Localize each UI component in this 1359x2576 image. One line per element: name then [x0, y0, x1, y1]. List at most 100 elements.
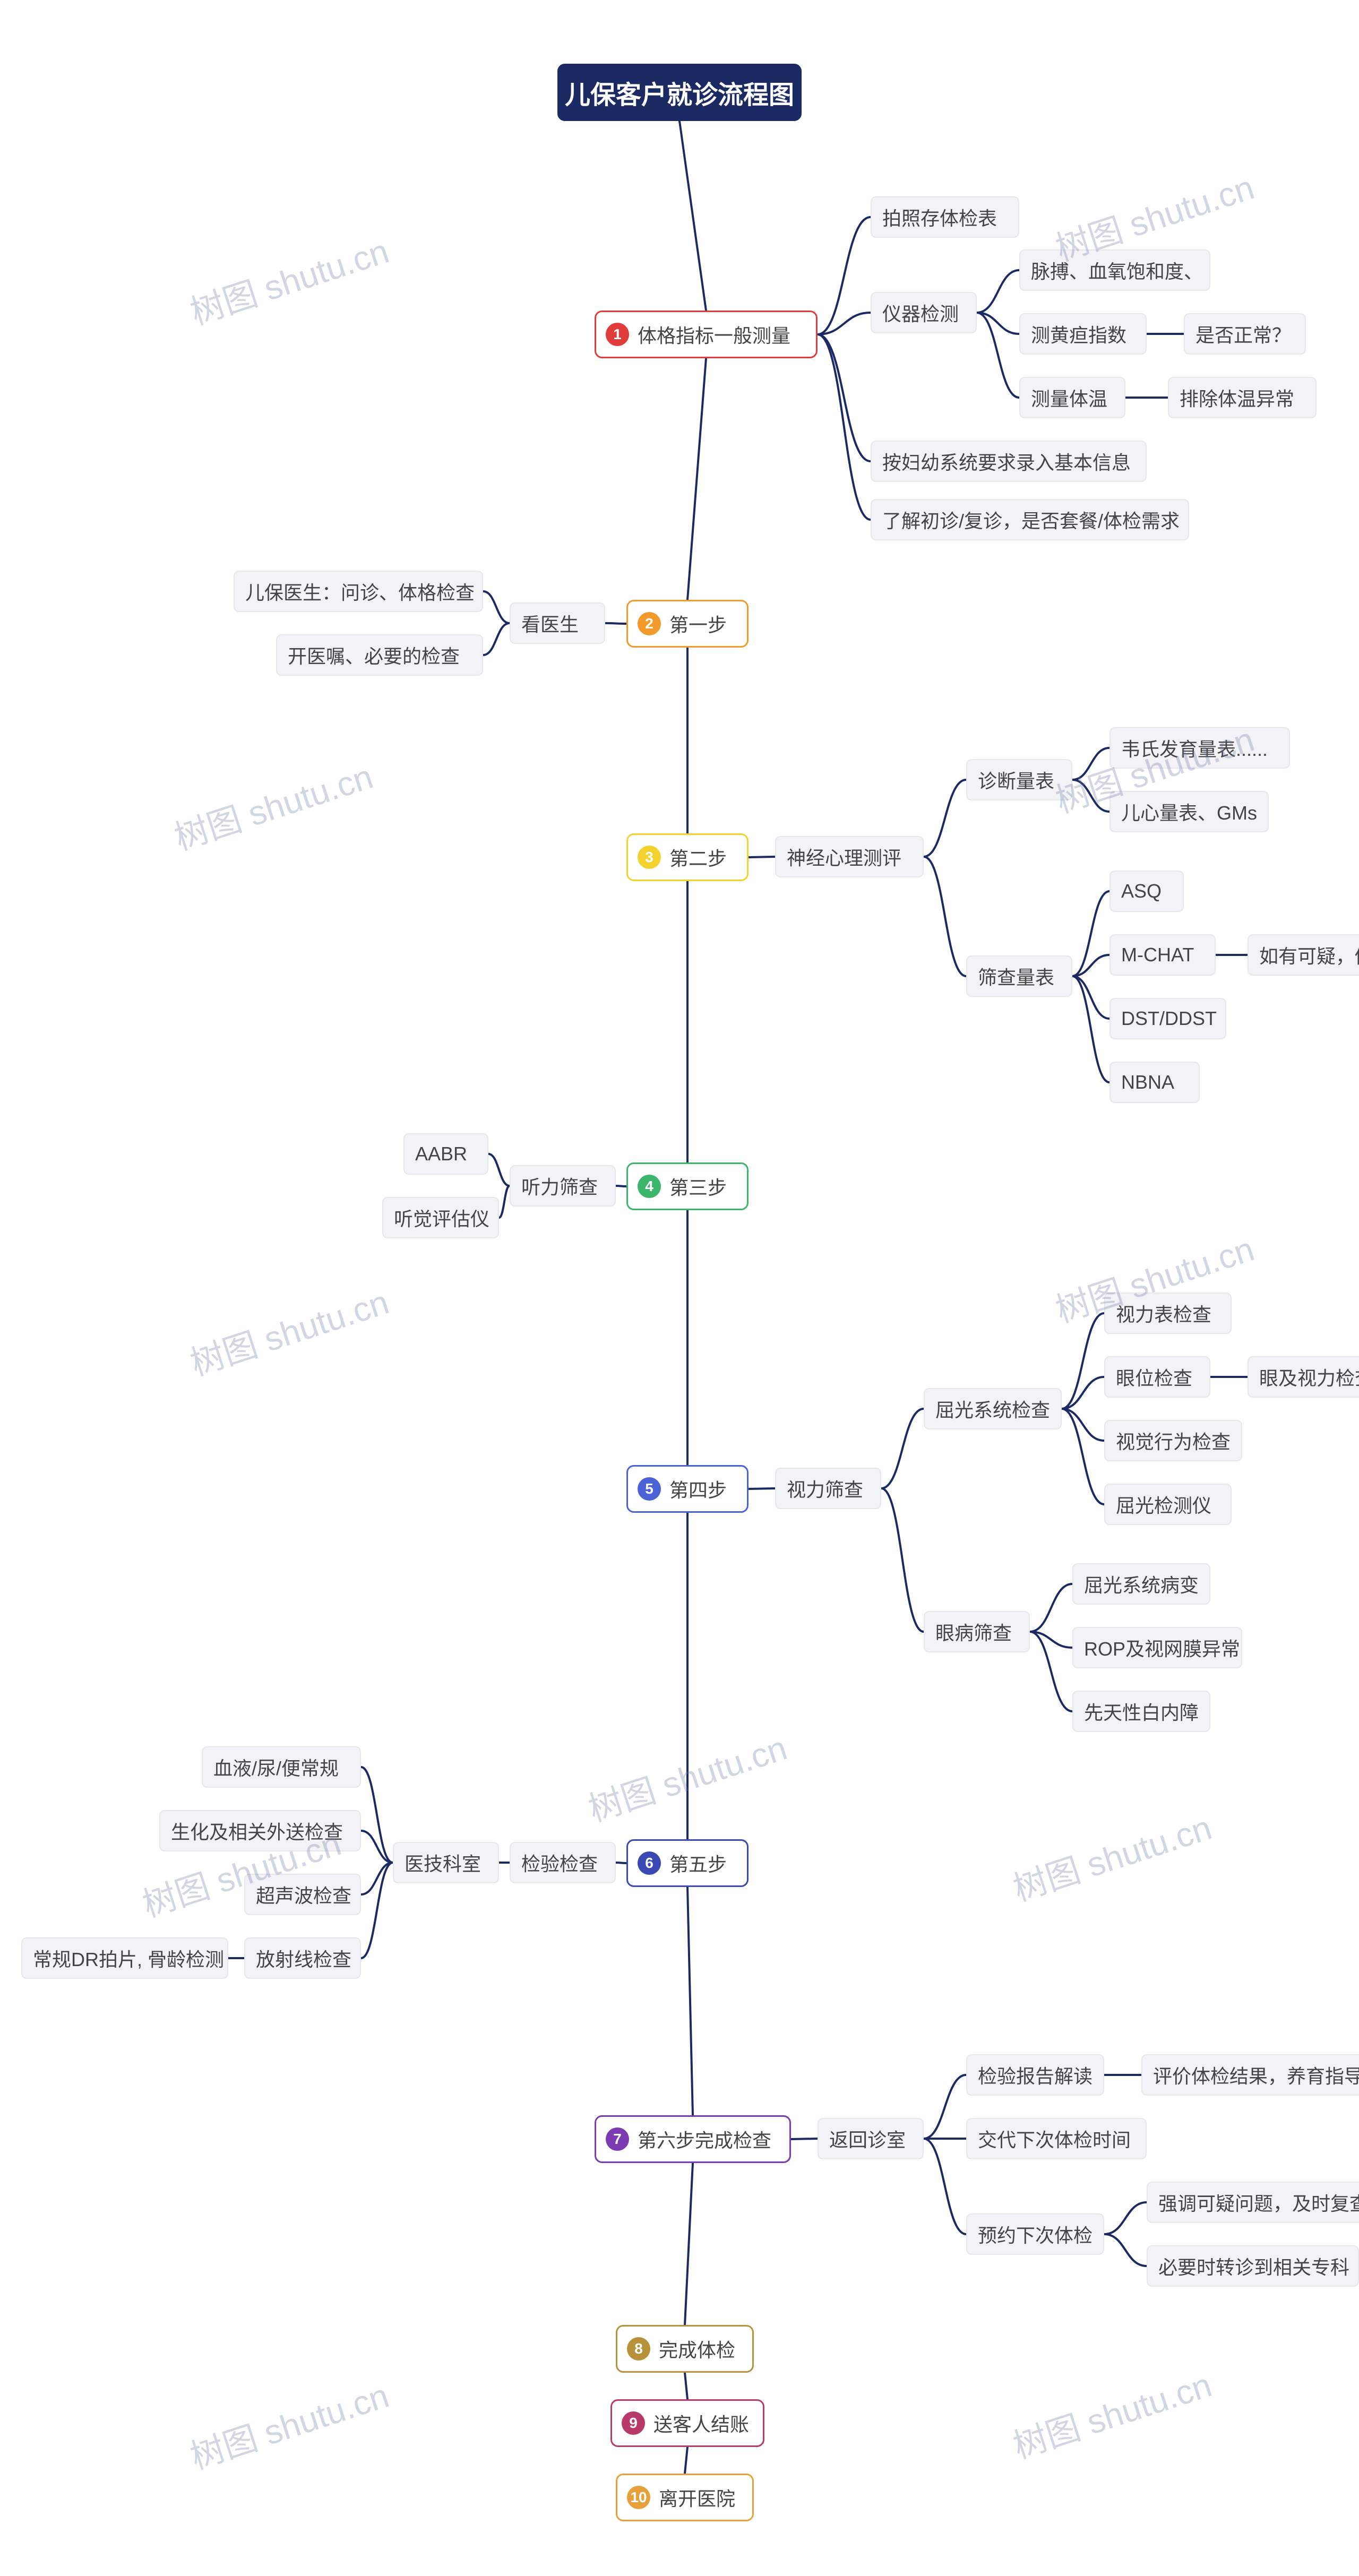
- node-s7a3: 预约下次体检: [966, 2213, 1104, 2255]
- node-s3a1a: 韦氏发育量表......: [1109, 727, 1290, 769]
- step-node-10: 10 离开医院: [616, 2474, 754, 2521]
- node-s5a2a: 屈光系统病变: [1072, 1563, 1210, 1605]
- node-label: M-CHAT: [1121, 944, 1194, 966]
- node-label: 放射线检查: [256, 1944, 351, 1972]
- node-label: 交代下次体检时间: [978, 2125, 1131, 2152]
- step-node-5: 5 第四步: [626, 1465, 749, 1513]
- node-s1b2: 测黄疸指数: [1019, 313, 1147, 355]
- node-s6a1d1: 常规DR拍片, 骨龄检测: [21, 1937, 228, 1979]
- node-s3a2a: ASQ: [1109, 871, 1184, 912]
- step-badge: 6: [638, 1851, 661, 1875]
- node-label: 仪器检测: [882, 299, 959, 326]
- node-s1b1: 脉搏、血氧饱和度、: [1019, 249, 1210, 291]
- node-label: 眼位检查: [1116, 1363, 1192, 1391]
- step-badge: 9: [622, 2411, 645, 2435]
- node-label: 送客人结账: [653, 2409, 749, 2437]
- node-label: 儿保医生：问诊、体格检查: [245, 578, 475, 605]
- step-badge: 4: [638, 1175, 661, 1198]
- node-s1b3a: 排除体温异常: [1168, 377, 1317, 418]
- node-label: 拍照存体检表: [882, 203, 997, 231]
- node-s3a2c: DST/DDST: [1109, 998, 1226, 1039]
- node-label: 眼及视力检查报告: [1259, 1363, 1359, 1391]
- step-node-6: 6 第五步: [626, 1839, 749, 1887]
- node-s7a1a: 评价体检结果，养育指导: [1141, 2054, 1359, 2096]
- node-s5a2b: ROP及视网膜异常: [1072, 1627, 1242, 1668]
- step-badge: 8: [627, 2337, 650, 2360]
- node-label: 屈光系统病变: [1084, 1570, 1199, 1598]
- node-s1a: 拍照存体检表: [871, 196, 1019, 238]
- node-s1b3: 测量体温: [1019, 377, 1125, 418]
- node-s3a2b1: 如有可疑，做诊断量表: [1248, 934, 1359, 976]
- node-s6a1c: 超声波检查: [244, 1874, 361, 1915]
- step-node-9: 9 送客人结账: [610, 2399, 764, 2447]
- root-node: 儿保客户就诊流程图: [557, 64, 802, 121]
- step-node-4: 4 第三步: [626, 1162, 749, 1210]
- node-label: DST/DDST: [1121, 1007, 1217, 1030]
- node-s1b2a: 是否正常？: [1184, 313, 1306, 355]
- node-label: 测黄疸指数: [1031, 320, 1126, 348]
- node-s3a2: 筛查量表: [966, 955, 1072, 997]
- node-label: 眼病筛查: [935, 1618, 1012, 1645]
- node-label: 如有可疑，做诊断量表: [1259, 941, 1359, 969]
- node-label: 第三步: [669, 1173, 727, 1200]
- node-s2a: 看医生: [510, 602, 605, 644]
- node-label: 测量体温: [1031, 384, 1107, 411]
- step-node-3: 3第二步: [626, 833, 749, 881]
- node-s5a2c: 先天性白内障: [1072, 1691, 1210, 1732]
- node-label: 看医生: [521, 609, 579, 637]
- node-label: 检验报告解读: [978, 2061, 1093, 2089]
- node-s2a1: 儿保医生：问诊、体格检查: [234, 571, 483, 612]
- node-label: 是否正常？: [1195, 320, 1291, 348]
- node-s4a1: AABR: [403, 1133, 488, 1175]
- node-label: 神经心理测评: [787, 843, 901, 871]
- step-badge: 3: [638, 846, 661, 869]
- node-s5a1a: 视力表检查: [1104, 1293, 1232, 1334]
- node-label: 评价体检结果，养育指导: [1153, 2061, 1359, 2089]
- node-label: 韦氏发育量表......: [1121, 734, 1268, 762]
- node-label: 按妇幼系统要求录入基本信息: [882, 447, 1131, 475]
- node-label: 屈光系统检查: [935, 1395, 1050, 1423]
- step-badge: 5: [638, 1477, 661, 1501]
- node-s4a2: 听觉评估仪: [382, 1197, 499, 1238]
- node-s1b: 仪器检测: [871, 292, 977, 333]
- node-s7a3a: 强调可疑问题，及时复查: [1147, 2182, 1359, 2223]
- node-s6a1: 医技科室: [393, 1842, 499, 1883]
- node-s5a1: 屈光系统检查: [924, 1388, 1062, 1429]
- node-label: 检验检查: [521, 1849, 598, 1876]
- root-label: 儿保客户就诊流程图: [565, 74, 794, 111]
- node-label: 完成体检: [659, 2335, 735, 2363]
- node-label: 屈光检测仪: [1116, 1491, 1211, 1518]
- node-label: NBNA: [1121, 1071, 1174, 1093]
- step-badge: 7: [606, 2127, 629, 2151]
- node-s7a1: 检验报告解读: [966, 2054, 1104, 2096]
- node-s4a: 听力筛查: [510, 1165, 616, 1207]
- node-label: 医技科室: [405, 1849, 481, 1876]
- node-label: 筛查量表: [978, 962, 1054, 990]
- node-label: 诊断量表: [978, 766, 1054, 794]
- node-label: 返回诊室: [829, 2125, 906, 2152]
- node-s5a1b1: 眼及视力检查报告: [1248, 1356, 1359, 1398]
- node-label: AABR: [415, 1143, 467, 1165]
- node-label: 第四步: [669, 1475, 727, 1503]
- step-node-7: 7第六步完成检查: [595, 2115, 791, 2163]
- step-badge: 1: [606, 323, 629, 346]
- node-s6a1b: 生化及相关外送检查: [159, 1810, 361, 1851]
- node-label: 儿心量表、GMs: [1121, 798, 1257, 825]
- node-label: 离开医院: [659, 2484, 735, 2511]
- node-s3a: 神经心理测评: [775, 836, 924, 877]
- node-s1d: 了解初诊/复诊，是否套餐/体检需求: [871, 499, 1189, 540]
- node-s7a3b: 必要时转诊到相关专科: [1147, 2245, 1359, 2287]
- node-label: 先天性白内障: [1084, 1698, 1199, 1725]
- step-node-2: 2第一步: [626, 600, 749, 648]
- step-badge: 2: [638, 612, 661, 635]
- node-label: 视力筛查: [787, 1475, 863, 1502]
- step-badge: 10: [627, 2486, 650, 2509]
- node-label: 排除体温异常: [1180, 384, 1294, 411]
- node-label: 强调可疑问题，及时复查: [1158, 2189, 1359, 2216]
- node-label: 脉搏、血氧饱和度、: [1031, 256, 1203, 284]
- node-label: 第五步: [669, 1849, 727, 1877]
- node-s7a: 返回诊室: [818, 2118, 924, 2159]
- node-s3a1b: 儿心量表、GMs: [1109, 791, 1269, 832]
- node-label: ASQ: [1121, 880, 1162, 902]
- step-node-8: 8 完成体检: [616, 2325, 754, 2373]
